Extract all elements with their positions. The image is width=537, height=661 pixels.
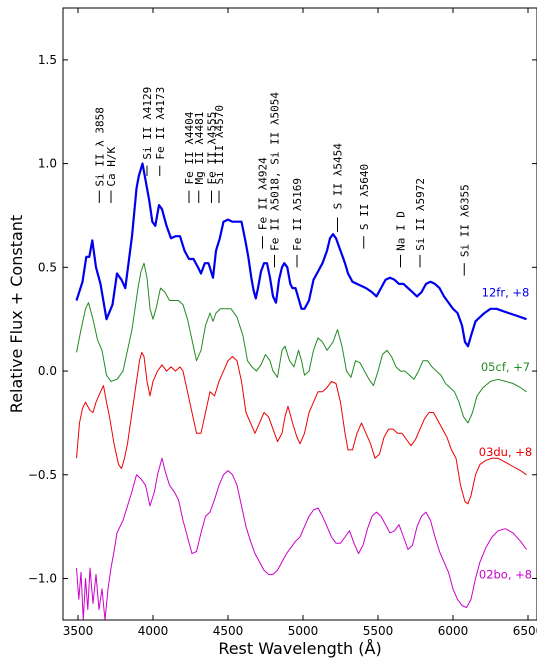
series-line-0: [75, 162, 527, 348]
y-tick-label-3: 0.5: [38, 260, 57, 274]
x-tick-label-0: 3500: [63, 624, 94, 638]
x-tick-label-5: 6000: [438, 624, 469, 638]
plot-frame: [62, 7, 537, 621]
line-id-label-5: Mg II λ4481: [193, 112, 206, 185]
series-label-2: 03du, +8: [479, 445, 533, 459]
line-id-label-13: Na I D: [395, 211, 408, 251]
line-id-label-7: Si III λ4570: [213, 105, 226, 184]
y-tick-label-4: 1.0: [38, 157, 57, 171]
series-line-1: [76, 262, 527, 424]
series-line-3: [76, 457, 527, 621]
line-id-label-9: Fe II λ5018, Si II λ5054: [269, 92, 282, 251]
y-axis-label: Relative Flux + Constant: [7, 215, 26, 413]
y-tick-label-0: −1.0: [28, 572, 57, 586]
line-id-label-4: Fe II λ4404: [183, 111, 196, 184]
line-id-label-0: Si II λ 3858: [93, 107, 106, 186]
line-id-label-1: Ca H/K: [105, 146, 118, 186]
series-label-layer: 12fr, +8 05cf, +7 03du, +8 02bo, +8: [479, 285, 533, 581]
y-tick-label-2: 0.0: [38, 364, 57, 378]
line-id-label-15: Si II λ6355: [458, 184, 471, 257]
series-layer: [75, 162, 527, 621]
line-id-label-10: Fe II λ5169: [291, 178, 304, 251]
x-tick-label-2: 4500: [213, 624, 244, 638]
series-label-0: 12fr, +8: [482, 285, 530, 299]
series-label-1: 05cf, +7: [481, 360, 530, 374]
line-id-label-6: Fe II λ4555: [206, 112, 219, 185]
series-line-2: [76, 351, 527, 505]
y-tick-label-1: −0.5: [28, 468, 57, 482]
x-tick-label-6: 6500: [513, 624, 537, 638]
line-id-label-8: Fe II λ4924: [257, 157, 270, 230]
series-label-3: 02bo, +8: [479, 568, 532, 582]
line-id-label-12: S II λ5640: [358, 164, 371, 230]
axes-layer: 3500 4000 4500 5000 5500 6000 6500 −1.0 −0.5 0.0 0…: [28, 8, 537, 638]
line-id-label-14: Si II λ5972: [414, 178, 427, 251]
x-tick-label-3: 5000: [288, 624, 319, 638]
line-id-label-3: Fe II λ4173: [154, 87, 167, 160]
x-axis-label: Rest Wavelength (Å): [218, 639, 381, 658]
x-tick-label-4: 5500: [363, 624, 394, 638]
line-id-label-2: Si II λ4129: [141, 87, 154, 160]
y-tick-label-5: 1.5: [38, 53, 57, 67]
x-tick-label-1: 4000: [138, 624, 169, 638]
line-id-label-11: S II λ5454: [332, 143, 345, 210]
